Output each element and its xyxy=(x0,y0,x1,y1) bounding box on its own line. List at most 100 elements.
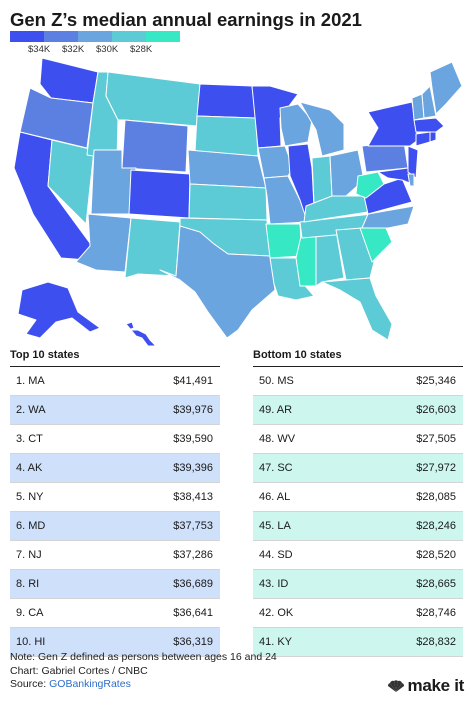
footnote: Note: Gen Z defined as persons between a… xyxy=(10,651,277,663)
state-fl xyxy=(321,277,393,341)
legend-label: $34K xyxy=(28,44,51,55)
earnings-value: $37,753 xyxy=(173,520,213,532)
legend-swatch-tier5 xyxy=(146,31,180,42)
state-nj xyxy=(407,145,419,179)
state-nm xyxy=(124,217,181,279)
rank-label: 9. CA xyxy=(16,607,44,619)
legend-swatch-tier3 xyxy=(78,31,112,42)
state-co xyxy=(128,169,191,219)
earnings-value: $27,505 xyxy=(416,433,456,445)
legend-label: $30K xyxy=(96,44,119,55)
table-row: 45. LA $28,246 xyxy=(253,512,463,541)
rank-label: 10. HI xyxy=(16,636,46,648)
table-row: 43. ID $28,665 xyxy=(253,570,463,599)
state-mi xyxy=(299,101,345,157)
us-choropleth-map xyxy=(13,57,463,347)
state-ak xyxy=(17,281,101,339)
earnings-value: $36,689 xyxy=(173,578,213,590)
footer: Note: Gen Z defined as persons between a… xyxy=(10,651,277,692)
rank-label: 50. MS xyxy=(259,375,294,387)
state-ne xyxy=(187,149,267,189)
state-ma xyxy=(413,117,445,133)
state-nd xyxy=(196,83,257,119)
legend-label: $28K xyxy=(130,44,153,55)
state-nh xyxy=(421,85,437,119)
source-prefix: Source: xyxy=(10,678,50,690)
source-link[interactable]: GOBankingRates xyxy=(49,678,131,690)
table-row: 4. AK $39,396 xyxy=(10,454,220,483)
earnings-value: $28,246 xyxy=(416,520,456,532)
legend-swatch-tier4 xyxy=(112,31,146,42)
state-ct xyxy=(415,131,431,147)
table-row: 47. SC $27,972 xyxy=(253,454,463,483)
table-row: 48. WV $27,505 xyxy=(253,425,463,454)
rank-label: 2. WA xyxy=(16,404,46,416)
earnings-value: $28,832 xyxy=(416,636,456,648)
top-10-table: Top 10 states 1. MA $41,491 2. WA $39,976 … xyxy=(10,344,220,657)
table-heading: Top 10 states xyxy=(10,344,220,367)
table-row: 44. SD $28,520 xyxy=(253,541,463,570)
state-oh xyxy=(329,149,365,197)
logo-text: make it xyxy=(407,676,465,695)
state-nc xyxy=(361,205,415,229)
earnings-value: $37,286 xyxy=(173,549,213,561)
state-ia xyxy=(257,145,294,179)
rank-label: 43. ID xyxy=(259,578,289,590)
state-wv xyxy=(355,171,385,199)
rank-label: 42. OK xyxy=(259,607,294,619)
rank-label: 47. SC xyxy=(259,462,293,474)
earnings-value: $25,346 xyxy=(416,375,456,387)
earnings-value: $28,665 xyxy=(416,578,456,590)
state-wy xyxy=(121,119,189,173)
peacock-icon xyxy=(387,679,404,692)
table-row: 46. AL $28,085 xyxy=(253,483,463,512)
rank-label: 41. KY xyxy=(259,636,293,648)
rank-label: 8. RI xyxy=(16,578,40,590)
state-de xyxy=(407,173,415,187)
state-me xyxy=(429,61,463,115)
table-row: 1. MA $41,491 xyxy=(10,367,220,396)
earnings-value: $36,641 xyxy=(173,607,213,619)
earnings-value: $39,976 xyxy=(173,404,213,416)
bottom-10-table: Bottom 10 states 50. MS $25,346 49. AR $26… xyxy=(253,344,463,657)
rank-label: 46. AL xyxy=(259,491,291,503)
make-it-logo: make it xyxy=(387,676,465,696)
table-row: 8. RI $36,689 xyxy=(10,570,220,599)
table-row: 5. NY $38,413 xyxy=(10,483,220,512)
rank-label: 1. MA xyxy=(16,375,45,387)
table-row: 42. OK $28,746 xyxy=(253,599,463,628)
state-hi xyxy=(125,321,157,347)
rank-label: 6. MD xyxy=(16,520,46,532)
legend-swatches xyxy=(10,31,180,42)
legend: $34K $32K $30K $28K xyxy=(10,31,180,55)
state-ri xyxy=(429,131,437,143)
rank-label: 45. LA xyxy=(259,520,291,532)
state-tx xyxy=(159,225,276,339)
earnings-value: $26,603 xyxy=(416,404,456,416)
table-row: 10. HI $36,319 xyxy=(10,628,220,657)
state-ny xyxy=(367,101,419,147)
rank-label: 3. CT xyxy=(16,433,43,445)
table-row: 50. MS $25,346 xyxy=(253,367,463,396)
state-sd xyxy=(194,115,259,157)
rank-label: 49. AR xyxy=(259,404,293,416)
legend-swatch-tier2 xyxy=(44,31,78,42)
state-wa xyxy=(39,57,99,104)
rank-label: 7. NJ xyxy=(16,549,42,561)
table-row: 9. CA $36,641 xyxy=(10,599,220,628)
state-wi xyxy=(279,103,313,147)
earnings-value: $39,590 xyxy=(173,433,213,445)
table-heading: Bottom 10 states xyxy=(253,344,463,367)
table-row: 49. AR $26,603 xyxy=(253,396,463,425)
state-mt xyxy=(105,71,201,127)
rank-label: 5. NY xyxy=(16,491,44,503)
chart-title: Gen Z’s median annual earnings in 2021 xyxy=(10,9,362,30)
earnings-value: $39,396 xyxy=(173,462,213,474)
legend-swatch-tier1 xyxy=(10,31,44,42)
earnings-value: $27,972 xyxy=(416,462,456,474)
earnings-value: $28,085 xyxy=(416,491,456,503)
state-ks xyxy=(188,183,268,221)
state-md xyxy=(377,167,413,185)
table-row: 3. CT $39,590 xyxy=(10,425,220,454)
legend-label: $32K xyxy=(62,44,85,55)
